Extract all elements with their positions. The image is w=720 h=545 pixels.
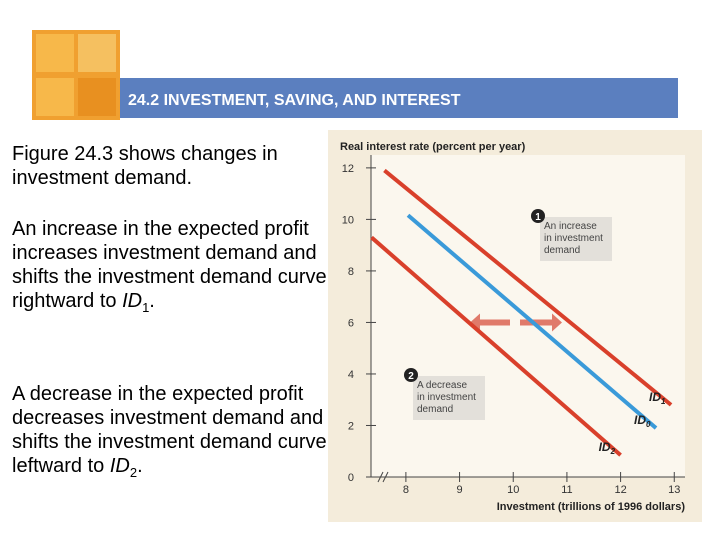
subscript: 2 [130,465,137,480]
annotation-text: demand [544,245,580,256]
paragraph: An increase in the expected profit incre… [12,218,332,315]
italic-term: ID [122,290,142,312]
x-tick-label: 8 [403,484,409,496]
annotation-box [540,217,612,261]
annotation-text: in investment [544,233,603,244]
shift-arrow [520,313,562,332]
italic-term: ID [110,455,130,477]
annotation-marker [531,209,545,223]
x-axis-title: Investment (trillions of 1996 dollars) [497,501,686,513]
annotation-marker [404,368,418,382]
y-axis-title: Real interest rate (percent per year) [340,141,526,153]
y-tick-label: 8 [348,266,354,278]
demand-curve [383,168,673,407]
annotation-text: in investment [417,392,476,403]
logo-square [36,34,74,72]
header-title: 24.2 INVESTMENT, SAVING, AND INTEREST [128,92,461,109]
demand-curve [406,213,658,430]
y-tick-label: 6 [348,317,354,329]
curve-label: ID2 [599,440,616,456]
y-tick-label: 4 [348,369,354,381]
annotation-text: An increase [544,221,597,232]
annotation-text: demand [417,404,453,415]
paragraph-text: An increase in the expected profit incre… [12,218,332,312]
axis-break [377,471,389,483]
paragraph: Figure 24.3 shows changes in investment … [12,143,283,189]
y-tick-label: 2 [348,420,354,432]
shift-arrow [470,313,510,332]
y-tick-label: 0 [348,472,354,484]
annotation-number: 2 [408,371,414,382]
subscript: 1 [142,300,149,315]
annotation-number: 1 [535,212,541,223]
logo-square [78,34,116,72]
x-tick-label: 13 [668,484,680,496]
curve-label: ID0 [634,413,651,429]
x-tick-label: 12 [614,484,626,496]
logo-square [36,78,74,116]
period: . [137,455,143,477]
header-bar [120,78,678,118]
annotation-text: A decrease [417,380,467,391]
y-tick-label: 10 [342,214,354,226]
curve-label: ID1 [649,390,666,406]
paragraph-text: A decrease in the expected profit decrea… [12,383,332,477]
logo-square [78,78,116,116]
paragraphs: Figure 24.3 shows changes in investment … [12,143,332,480]
paragraph-text: Figure 24.3 shows changes in investment … [12,143,283,189]
annotation-box [413,376,485,420]
paragraph: A decrease in the expected profit decrea… [12,383,332,480]
period: . [149,290,155,312]
x-tick-label: 9 [457,484,463,496]
y-tick-label: 12 [342,163,354,175]
x-tick-label: 11 [561,484,572,496]
chart: Real interest rate (percent per year) Inv… [340,141,685,513]
demand-curve [370,235,622,457]
x-tick-label: 10 [507,484,519,496]
